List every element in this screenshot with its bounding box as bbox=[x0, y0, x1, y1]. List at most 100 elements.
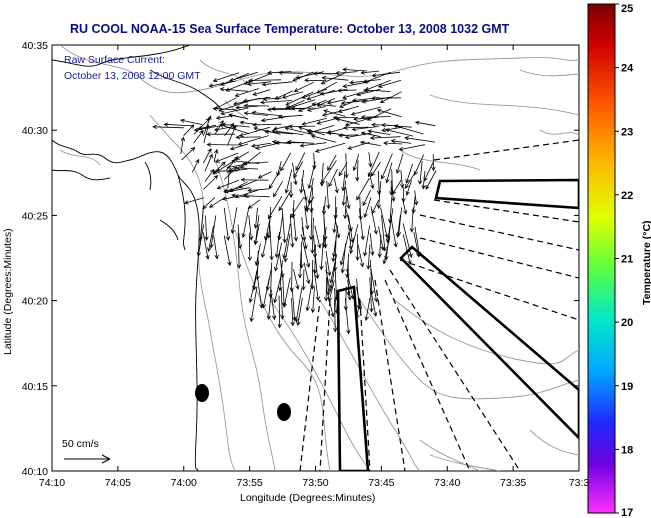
current-vector bbox=[304, 205, 310, 230]
current-vector bbox=[370, 206, 378, 235]
current-vector bbox=[355, 160, 360, 182]
current-vector bbox=[261, 278, 270, 309]
current-vector bbox=[371, 71, 401, 78]
current-vector bbox=[225, 81, 250, 92]
current-vector bbox=[333, 298, 338, 333]
current-vector bbox=[273, 180, 283, 198]
colorbar-ticks: 25 24 23 22 21 20 19 18 17 bbox=[615, 3, 634, 518]
current-vector bbox=[359, 140, 381, 146]
dashed-sector-lines bbox=[299, 139, 579, 471]
current-vector bbox=[335, 70, 358, 76]
current-vector bbox=[248, 269, 258, 304]
current-vector bbox=[413, 232, 421, 258]
current-vector bbox=[208, 80, 237, 88]
current-vector bbox=[381, 126, 403, 133]
current-vector bbox=[413, 154, 425, 176]
current-vector bbox=[301, 269, 306, 291]
current-vector bbox=[369, 135, 401, 141]
colorbar-tick-label: 24 bbox=[621, 63, 634, 75]
current-vector bbox=[214, 152, 239, 163]
current-vector bbox=[409, 207, 415, 233]
surface-current-vectors bbox=[152, 67, 437, 335]
current-vector bbox=[344, 117, 371, 127]
current-vector bbox=[253, 224, 260, 246]
colorbar-tick-label: 21 bbox=[621, 254, 633, 266]
current-vector bbox=[297, 251, 303, 279]
current-vector bbox=[369, 277, 374, 313]
current-vector bbox=[240, 177, 269, 183]
current-vector bbox=[319, 88, 348, 96]
current-vector bbox=[308, 207, 314, 241]
current-vector bbox=[152, 124, 184, 130]
current-vector bbox=[262, 96, 282, 102]
current-vector bbox=[341, 180, 346, 207]
current-vector bbox=[399, 170, 405, 189]
current-vector bbox=[376, 108, 402, 118]
current-vector bbox=[213, 235, 219, 260]
current-vector bbox=[421, 170, 426, 190]
current-vector bbox=[284, 126, 315, 136]
current-vector bbox=[280, 287, 285, 320]
current-vector bbox=[299, 142, 327, 148]
current-vector bbox=[314, 253, 320, 280]
current-vector bbox=[271, 129, 304, 135]
current-vector bbox=[402, 198, 408, 215]
current-vector bbox=[340, 99, 368, 106]
current-vector bbox=[344, 298, 351, 335]
current-vector bbox=[323, 109, 346, 117]
current-vector bbox=[393, 124, 424, 135]
current-vector bbox=[223, 187, 250, 194]
current-vector bbox=[203, 115, 212, 136]
colorbar-tick-label: 19 bbox=[621, 381, 633, 393]
current-vector bbox=[204, 168, 215, 182]
current-vector bbox=[230, 207, 238, 235]
current-vector bbox=[376, 171, 382, 196]
current-vector bbox=[351, 126, 379, 132]
current-vector bbox=[350, 106, 381, 116]
current-vector bbox=[347, 279, 352, 301]
current-vector bbox=[253, 207, 259, 229]
current-vector bbox=[348, 215, 355, 243]
current-vector bbox=[180, 136, 186, 154]
colorbar-tick-label: 23 bbox=[621, 126, 633, 138]
current-vector bbox=[325, 269, 332, 293]
x-tick-label: 74:00 bbox=[171, 477, 197, 489]
current-vector bbox=[352, 154, 360, 172]
colorbar-tick-label: 22 bbox=[621, 190, 633, 202]
y-tick-label: 40:15 bbox=[22, 381, 48, 393]
current-vector bbox=[266, 107, 294, 112]
current-vector bbox=[288, 181, 294, 199]
current-vector bbox=[257, 171, 272, 179]
current-vector bbox=[243, 111, 269, 116]
current-vector bbox=[272, 125, 292, 131]
current-vector bbox=[414, 120, 436, 127]
current-vector bbox=[191, 158, 200, 173]
current-vector bbox=[342, 67, 368, 72]
current-vector bbox=[206, 142, 238, 147]
current-vector bbox=[334, 215, 341, 239]
current-vector bbox=[237, 135, 269, 146]
current-vector bbox=[360, 114, 391, 120]
station-marker-1 bbox=[195, 384, 209, 402]
current-vector bbox=[311, 102, 336, 107]
y-tick-label: 40:35 bbox=[22, 40, 48, 52]
x-tick-label: 73:50 bbox=[302, 477, 328, 489]
current-vector bbox=[203, 124, 210, 143]
colorbar-tick-label: 20 bbox=[621, 317, 633, 329]
current-vector bbox=[337, 105, 360, 114]
current-vector bbox=[320, 72, 346, 85]
current-vector bbox=[281, 91, 304, 99]
current-vector bbox=[266, 289, 272, 321]
current-vector bbox=[242, 161, 269, 166]
current-vector bbox=[363, 225, 370, 257]
current-vector bbox=[203, 148, 212, 164]
current-vector bbox=[243, 193, 270, 198]
current-vector bbox=[310, 217, 315, 254]
current-vector bbox=[344, 153, 349, 179]
current-vector bbox=[405, 163, 413, 184]
current-vector bbox=[220, 107, 249, 116]
current-vector bbox=[183, 197, 204, 205]
current-vector bbox=[247, 232, 252, 262]
current-vector bbox=[214, 168, 239, 174]
current-vector bbox=[223, 235, 232, 267]
